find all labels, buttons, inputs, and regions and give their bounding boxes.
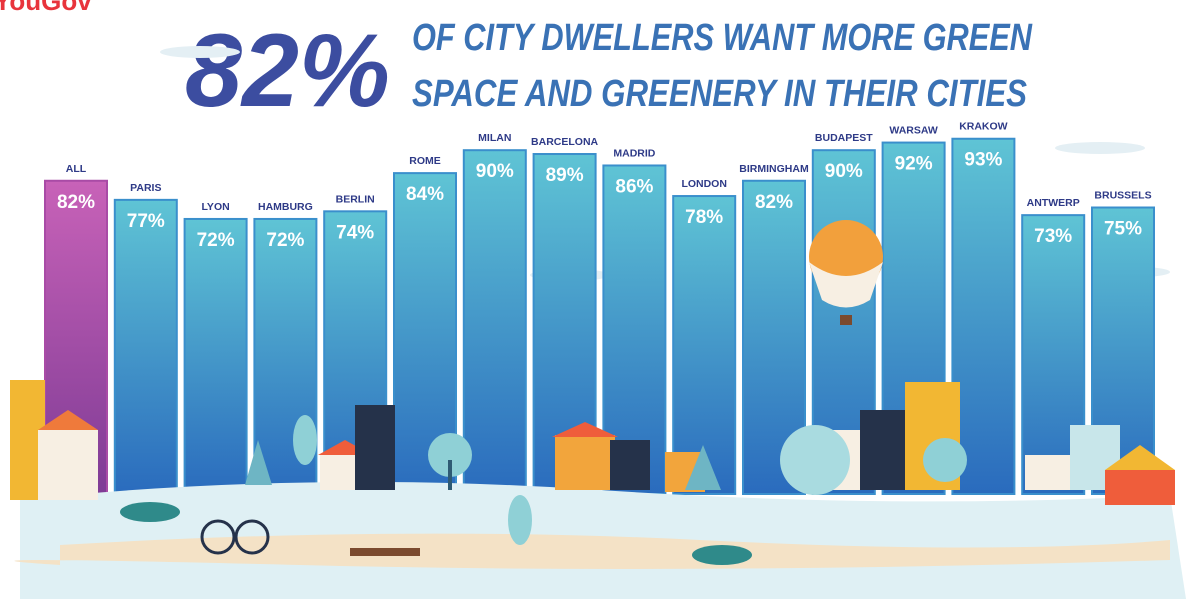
bar <box>183 217 248 496</box>
category-label: PARIS <box>130 182 161 194</box>
category-label: MILAN <box>478 132 511 144</box>
brand: YouGov <box>0 0 92 16</box>
category-label: BRUSSELS <box>1094 190 1151 202</box>
value-label: 84% <box>406 184 444 205</box>
category-label: HAMBURG <box>258 201 313 213</box>
value-label: 74% <box>336 222 374 243</box>
category-label: BIRMINGHAM <box>739 163 809 175</box>
value-label: 77% <box>127 211 165 232</box>
chart-title: 82% <box>185 13 390 129</box>
value-label: 82% <box>57 192 95 213</box>
bar <box>462 149 527 495</box>
value-label: 90% <box>476 161 514 182</box>
bars: ALL 82% PARIS 77% LYON 72% HAMBURG 72% BERLIN 74%… <box>44 121 1155 496</box>
value-label: 89% <box>546 165 584 186</box>
value-label: 72% <box>266 230 304 251</box>
value-label: 78% <box>685 207 723 228</box>
subtitle-line: SPACE AND GREENERY IN THEIR CITIES <box>412 73 1027 115</box>
category-label: KRAKOW <box>959 121 1007 133</box>
category-label: BARCELONA <box>531 136 598 148</box>
bar <box>672 195 737 495</box>
bar <box>113 198 178 496</box>
value-label: 75% <box>1104 219 1142 240</box>
category-label: WARSAW <box>889 125 938 137</box>
category-label: BUDAPEST <box>815 132 873 144</box>
category-label: LYON <box>201 201 229 213</box>
value-label: 93% <box>964 150 1002 171</box>
subtitle-line: OF CITY DWELLERS WANT MORE GREEN <box>412 17 1033 59</box>
value-label: 86% <box>615 176 653 197</box>
category-label: BERLIN <box>336 193 375 205</box>
value-label: 82% <box>755 192 793 213</box>
category-label: ANTWERP <box>1027 197 1080 209</box>
category-label: MADRID <box>613 147 655 159</box>
value-label: 73% <box>1034 226 1072 247</box>
category-label: ALL <box>66 163 87 175</box>
category-label: ROME <box>409 155 441 167</box>
category-label: LONDON <box>681 178 727 190</box>
value-label: 92% <box>895 154 933 175</box>
city-scene <box>10 220 1186 599</box>
value-label: 72% <box>197 230 235 251</box>
value-label: 90% <box>825 161 863 182</box>
bar <box>951 137 1016 496</box>
